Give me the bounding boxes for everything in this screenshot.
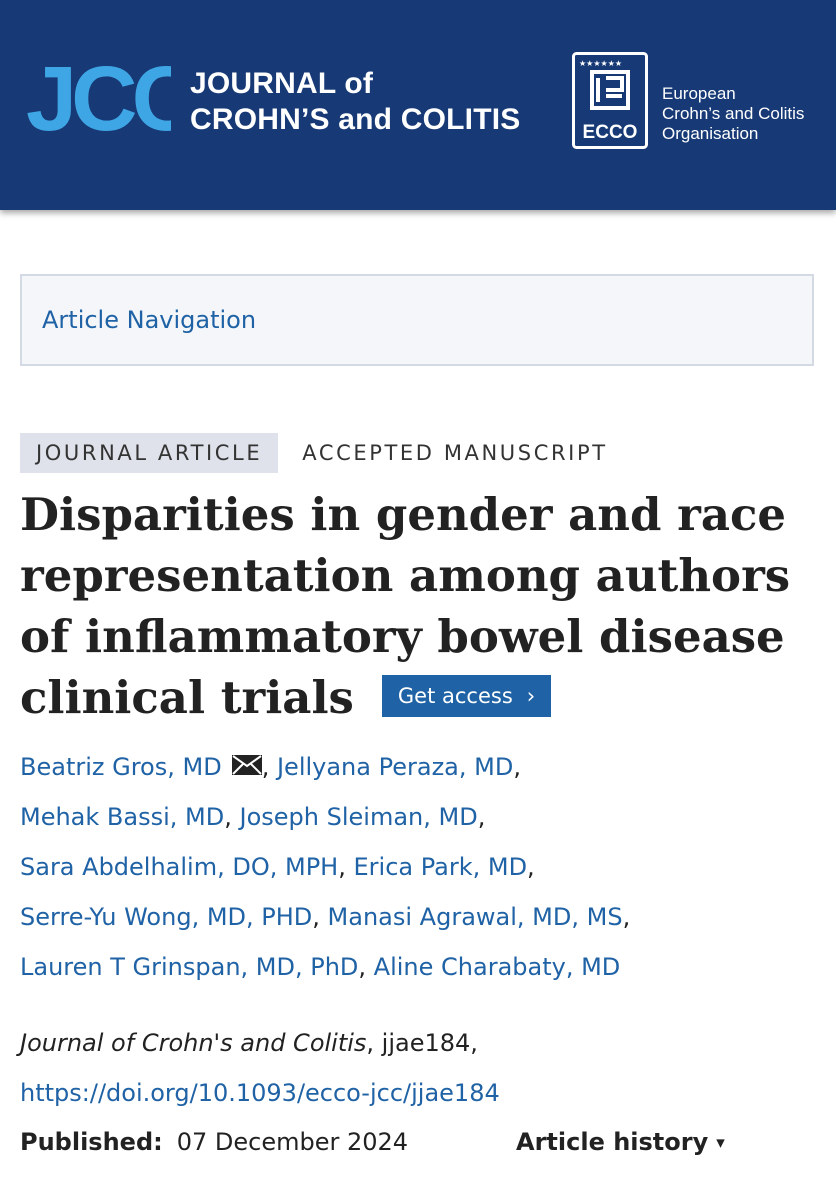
article-history-toggle[interactable]: Article history ▾ xyxy=(516,1118,725,1169)
author-link[interactable]: Jellyana Peraza, MD xyxy=(276,753,514,781)
journal-name[interactable]: JOURNAL of CROHN’S and COLITIS xyxy=(190,66,520,138)
author-separator: , xyxy=(477,803,486,831)
article-tags: JOURNAL ARTICLE ACCEPTED MANUSCRIPT xyxy=(20,433,608,473)
get-access-button[interactable]: Get access › xyxy=(381,674,552,717)
journal-name-line2: CROHN’S and COLITIS xyxy=(190,103,521,136)
article-title: Disparities in gender and race represent… xyxy=(20,488,791,724)
article-history-label: Article history xyxy=(516,1128,709,1156)
author-separator: , xyxy=(622,903,631,931)
author-link[interactable]: Joseph Sleiman, MD xyxy=(239,803,478,831)
published-date: 07 December 2024 xyxy=(176,1128,409,1156)
author-separator: , xyxy=(224,803,232,831)
author-separator: , xyxy=(261,753,270,781)
citation-journal: Journal of Crohn's and Colitis xyxy=(20,1029,367,1057)
manuscript-status-tag: ACCEPTED MANUSCRIPT xyxy=(302,441,608,465)
author-link[interactable]: Serre-Yu Wong, MD, PHD xyxy=(20,903,313,931)
article-navigation[interactable]: Article Navigation xyxy=(20,274,814,366)
citation: Journal of Crohn's and Colitis, jjae184,… xyxy=(20,1018,500,1118)
caret-down-icon: ▾ xyxy=(716,1133,725,1153)
jcc-logo[interactable]: JCC xyxy=(26,60,171,138)
doi-link[interactable]: https://doi.org/10.1093/ecco-jcc/jjae184 xyxy=(20,1079,500,1107)
citation-id: , jjae184, xyxy=(366,1029,478,1057)
author-link[interactable]: Sara Abdelhalim, DO, MPH xyxy=(20,853,339,881)
article-navigation-link[interactable]: Article Navigation xyxy=(42,306,257,334)
ecco-emblem-icon xyxy=(590,70,630,110)
org-name-line2: Crohn’s and Colitis xyxy=(662,104,805,123)
get-access-label: Get access xyxy=(397,683,513,708)
article-type-tag: JOURNAL ARTICLE xyxy=(20,433,279,473)
author-separator: , xyxy=(358,953,367,981)
site-header: JCC JOURNAL of CROHN’S and COLITIS ★★★★★… xyxy=(0,0,836,210)
ecco-logo[interactable]: ★★★★★★ ECCO xyxy=(572,52,648,149)
chevron-right-icon: › xyxy=(526,683,536,708)
organisation-name[interactable]: European Crohn’s and Colitis Organisatio… xyxy=(662,84,804,144)
author-link[interactable]: Lauren T Grinspan, MD, PhD xyxy=(20,953,359,981)
author-separator: , xyxy=(312,903,320,931)
author-link[interactable]: Erica Park, MD xyxy=(353,853,528,881)
stars-icon: ★★★★★★ xyxy=(579,59,622,68)
author-separator: , xyxy=(513,753,521,781)
org-name-line3: Organisation xyxy=(662,124,759,143)
journal-name-line1: JOURNAL of xyxy=(190,67,374,100)
svg-text:★★★★★★: ★★★★★★ xyxy=(579,59,622,68)
author-separator: , xyxy=(527,853,535,881)
author-list: Beatriz Gros, MD, Jellyana Peraza, MD, M… xyxy=(20,742,820,992)
author-link[interactable]: Aline Charabaty, MD xyxy=(373,953,621,981)
article-title-block: Disparities in gender and race represent… xyxy=(20,484,820,728)
author-link[interactable]: Manasi Agrawal, MD, MS xyxy=(327,903,623,931)
published-label: Published: xyxy=(20,1128,163,1156)
email-icon[interactable] xyxy=(231,755,262,775)
author-separator: , xyxy=(338,853,346,881)
org-name-line1: European xyxy=(662,84,736,103)
jcc-logo-text: JCC xyxy=(26,60,171,138)
ecco-logo-text: ECCO xyxy=(583,122,638,143)
author-link[interactable]: Mehak Bassi, MD xyxy=(20,803,225,831)
author-link[interactable]: Beatriz Gros, MD xyxy=(20,753,222,781)
published-info: Published: 07 December 2024 xyxy=(20,1118,408,1166)
